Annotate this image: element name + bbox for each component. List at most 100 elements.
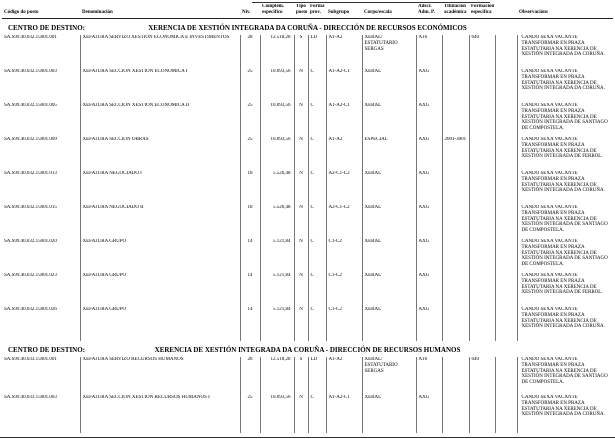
table-row: SA.S99.40.032.15001.001 XEFATURA SERVIZO … — [2, 35, 613, 69]
centro-destino-title: XERENCIA DE XESTIÓN INTEGRADA DA CORUÑA … — [148, 24, 467, 32]
cell-titulacion — [441, 35, 469, 69]
cell-denominacion: XEFATURA SECCIÓN XESTIÓN RECURSOS HUMANO… — [79, 395, 240, 433]
cell-observacions: CANDO SEXA VACANTE TRANSFORMAR EN PRAZA … — [516, 273, 613, 307]
centro-destino-label: CENTRO DE DESTINO: — [8, 346, 86, 354]
cell-codigo: SA.S99.40.032.15001.003 — [4, 69, 57, 74]
cell-tipo: S — [293, 357, 308, 395]
cell-denominacion: XEFATURA SERVIZO RECURSOS HUMANOS — [79, 357, 240, 395]
cell-observacions: CANDO SEXA VACANTE TRANSFORMAR EN PRAZA … — [516, 239, 613, 273]
cell-observacions: CANDO SEXA VACANTE TRANSFORMAR EN PRAZA … — [516, 395, 613, 433]
cell-corpo: XERAL — [361, 69, 416, 103]
cell-niv: 14 — [239, 239, 260, 273]
cell-corpo: XERAL — [361, 239, 416, 273]
cell-codigo: SA.S99.40.032.15001.023 — [4, 273, 57, 278]
cell-spacer — [495, 171, 517, 205]
cell-observacions: CANDO SEXA VACANTE TRANSFORMAR EN PRAZA … — [516, 69, 613, 103]
cell-tipo: N — [293, 395, 308, 433]
cell-denominacion: XEFATURA NEGOCIADO II — [79, 205, 240, 239]
col-header-corpo: Corpo/escala — [364, 10, 392, 15]
cell-codigo: SA.S99.40.032.15001.020 — [4, 239, 57, 244]
cell-formacion — [468, 171, 496, 205]
cell-complem: 5.526,48 — [259, 171, 294, 205]
document-body: Código do posto Denominación Niv. Complem. e… — [2, 3, 613, 433]
header-spacer — [495, 4, 517, 16]
cell-adscr: AXG — [415, 307, 442, 341]
cell-formacion — [468, 103, 496, 137]
section-head: CENTRO DE DESTINO: XERENCIA DE XESTIÓN I… — [2, 346, 613, 357]
posts-table: SA.S99.40.033.15001.001 XEFATURA SERVIZO … — [2, 357, 613, 433]
cell-spacer — [495, 273, 517, 307]
cell-niv: 28 — [239, 357, 260, 395]
table-row: SA.S99.40.032.15001.013 XEFATURA NEGOCIAD… — [2, 171, 613, 205]
cell-forma: LD — [307, 35, 326, 69]
cell-corpo: XERAL — [361, 103, 416, 137]
cell-tipo: S — [293, 35, 308, 69]
cell-titulacion — [441, 171, 469, 205]
cell-niv: 25 — [239, 69, 260, 103]
cell-complem: 12.518,28 — [259, 357, 294, 395]
table-row: SA.S99.40.032.15001.005 XEFATURA SECCIÓN … — [2, 103, 613, 137]
cell-adscr: AXG — [415, 395, 442, 433]
cell-denominacion: XEFATURA SECCIÓN XESTIÓN ECONÓMICA II — [79, 103, 240, 137]
cell-denominacion: XEFATURA SECCIÓN XESTIÓN ECONÓMICA I — [79, 69, 240, 103]
cell-denominacion: XEFATURA SERVIZO XESTIÓN ECONÓMICA E INV… — [79, 35, 240, 69]
centro-destino-section: CENTRO DE DESTINO: XERENCIA DE XESTIÓN I… — [2, 346, 613, 433]
cell-spacer — [495, 35, 517, 69]
cell-spacer — [495, 69, 517, 103]
cell-adscr: AXG — [415, 137, 442, 171]
col-header-tipo: Tipo posto — [296, 4, 308, 15]
cell-complem: 5.121,84 — [259, 239, 294, 273]
cell-forma: C — [307, 69, 326, 103]
cell-subgrupo: A1-A2 — [325, 137, 362, 171]
cell-complem: 10.093,56 — [259, 395, 294, 433]
col-header-adscr: Adscr. Adm. P. — [418, 4, 435, 15]
cell-spacer — [495, 357, 517, 395]
column-header-row: Código do posto Denominación Niv. Complem. e… — [2, 4, 613, 16]
cell-denominacion: XEFATURA GRUPO — [79, 239, 240, 273]
cell-tipo: N — [293, 103, 308, 137]
col-header-forma: Forma prov. — [310, 4, 325, 15]
cell-titulacion — [441, 307, 469, 341]
cell-codigo: SA.S99.40.032.15001.015 — [4, 205, 57, 210]
cell-subgrupo: A1-A2-C1 — [325, 395, 362, 433]
cell-formacion — [468, 69, 496, 103]
col-header-subgrupo: Subgrupo — [328, 10, 350, 15]
cell-codigo: SA.S99.40.032.15001.001 — [4, 35, 57, 40]
sections-host: CENTRO DE DESTINO: XERENCIA DE XESTIÓN I… — [2, 24, 613, 433]
cell-complem: 10.093,56 — [259, 103, 294, 137]
cell-complem: 5.526,48 — [259, 205, 294, 239]
col-header-formacion: Formación específica — [471, 4, 495, 15]
cell-spacer — [495, 395, 517, 433]
cell-titulacion — [441, 103, 469, 137]
cell-observacions: CANDO SEXA VACANTE TRANSFORMAR EN PRAZA … — [516, 171, 613, 205]
cell-tipo: N — [293, 239, 308, 273]
cell-forma: C — [307, 307, 326, 341]
table-row: SA.S99.40.032.15001.003 XEFATURA SECCIÓN … — [2, 69, 613, 103]
cell-tipo: N — [293, 307, 308, 341]
cell-forma: C — [307, 273, 326, 307]
cell-formacion — [468, 205, 496, 239]
cell-observacions: CANDO SEXA VACANTE TRANSFORMAR EN PRAZA … — [516, 103, 613, 137]
cell-formacion — [468, 395, 496, 433]
cell-formacion: 640 — [468, 35, 496, 69]
cell-adscr: AXG — [415, 103, 442, 137]
cell-observacions: CANDO SEXA VACANTE TRANSFORMAR EN PRAZA … — [516, 35, 613, 69]
cell-corpo: XERAL — [361, 273, 416, 307]
section-head: CENTRO DE DESTINO: XERENCIA DE XESTIÓN I… — [2, 24, 613, 35]
cell-subgrupo: A1-A2-C1 — [325, 69, 362, 103]
cell-niv: 14 — [239, 273, 260, 307]
cell-tipo: N — [293, 69, 308, 103]
posts-table: SA.S99.40.032.15001.001 XEFATURA SERVIZO … — [2, 35, 613, 341]
cell-subgrupo: A1-A2-C1 — [325, 103, 362, 137]
cell-tipo: N — [293, 171, 308, 205]
cell-codigo: SA.S99.40.032.15001.005 — [4, 103, 57, 108]
cell-subgrupo: C1-C2 — [325, 273, 362, 307]
table-row: SA.S99.40.033.15001.001 XEFATURA SERVIZO … — [2, 357, 613, 395]
cell-complem: 10.093,56 — [259, 69, 294, 103]
cell-denominacion: XEFATURA GRUPO — [79, 307, 240, 341]
cell-complem: 5.121,84 — [259, 307, 294, 341]
bottom-rule — [0, 437, 615, 438]
cell-denominacion: XEFATURA SECCIÓN OBRAS — [79, 137, 240, 171]
cell-adscr: AXG — [415, 205, 442, 239]
cell-niv: 14 — [239, 307, 260, 341]
